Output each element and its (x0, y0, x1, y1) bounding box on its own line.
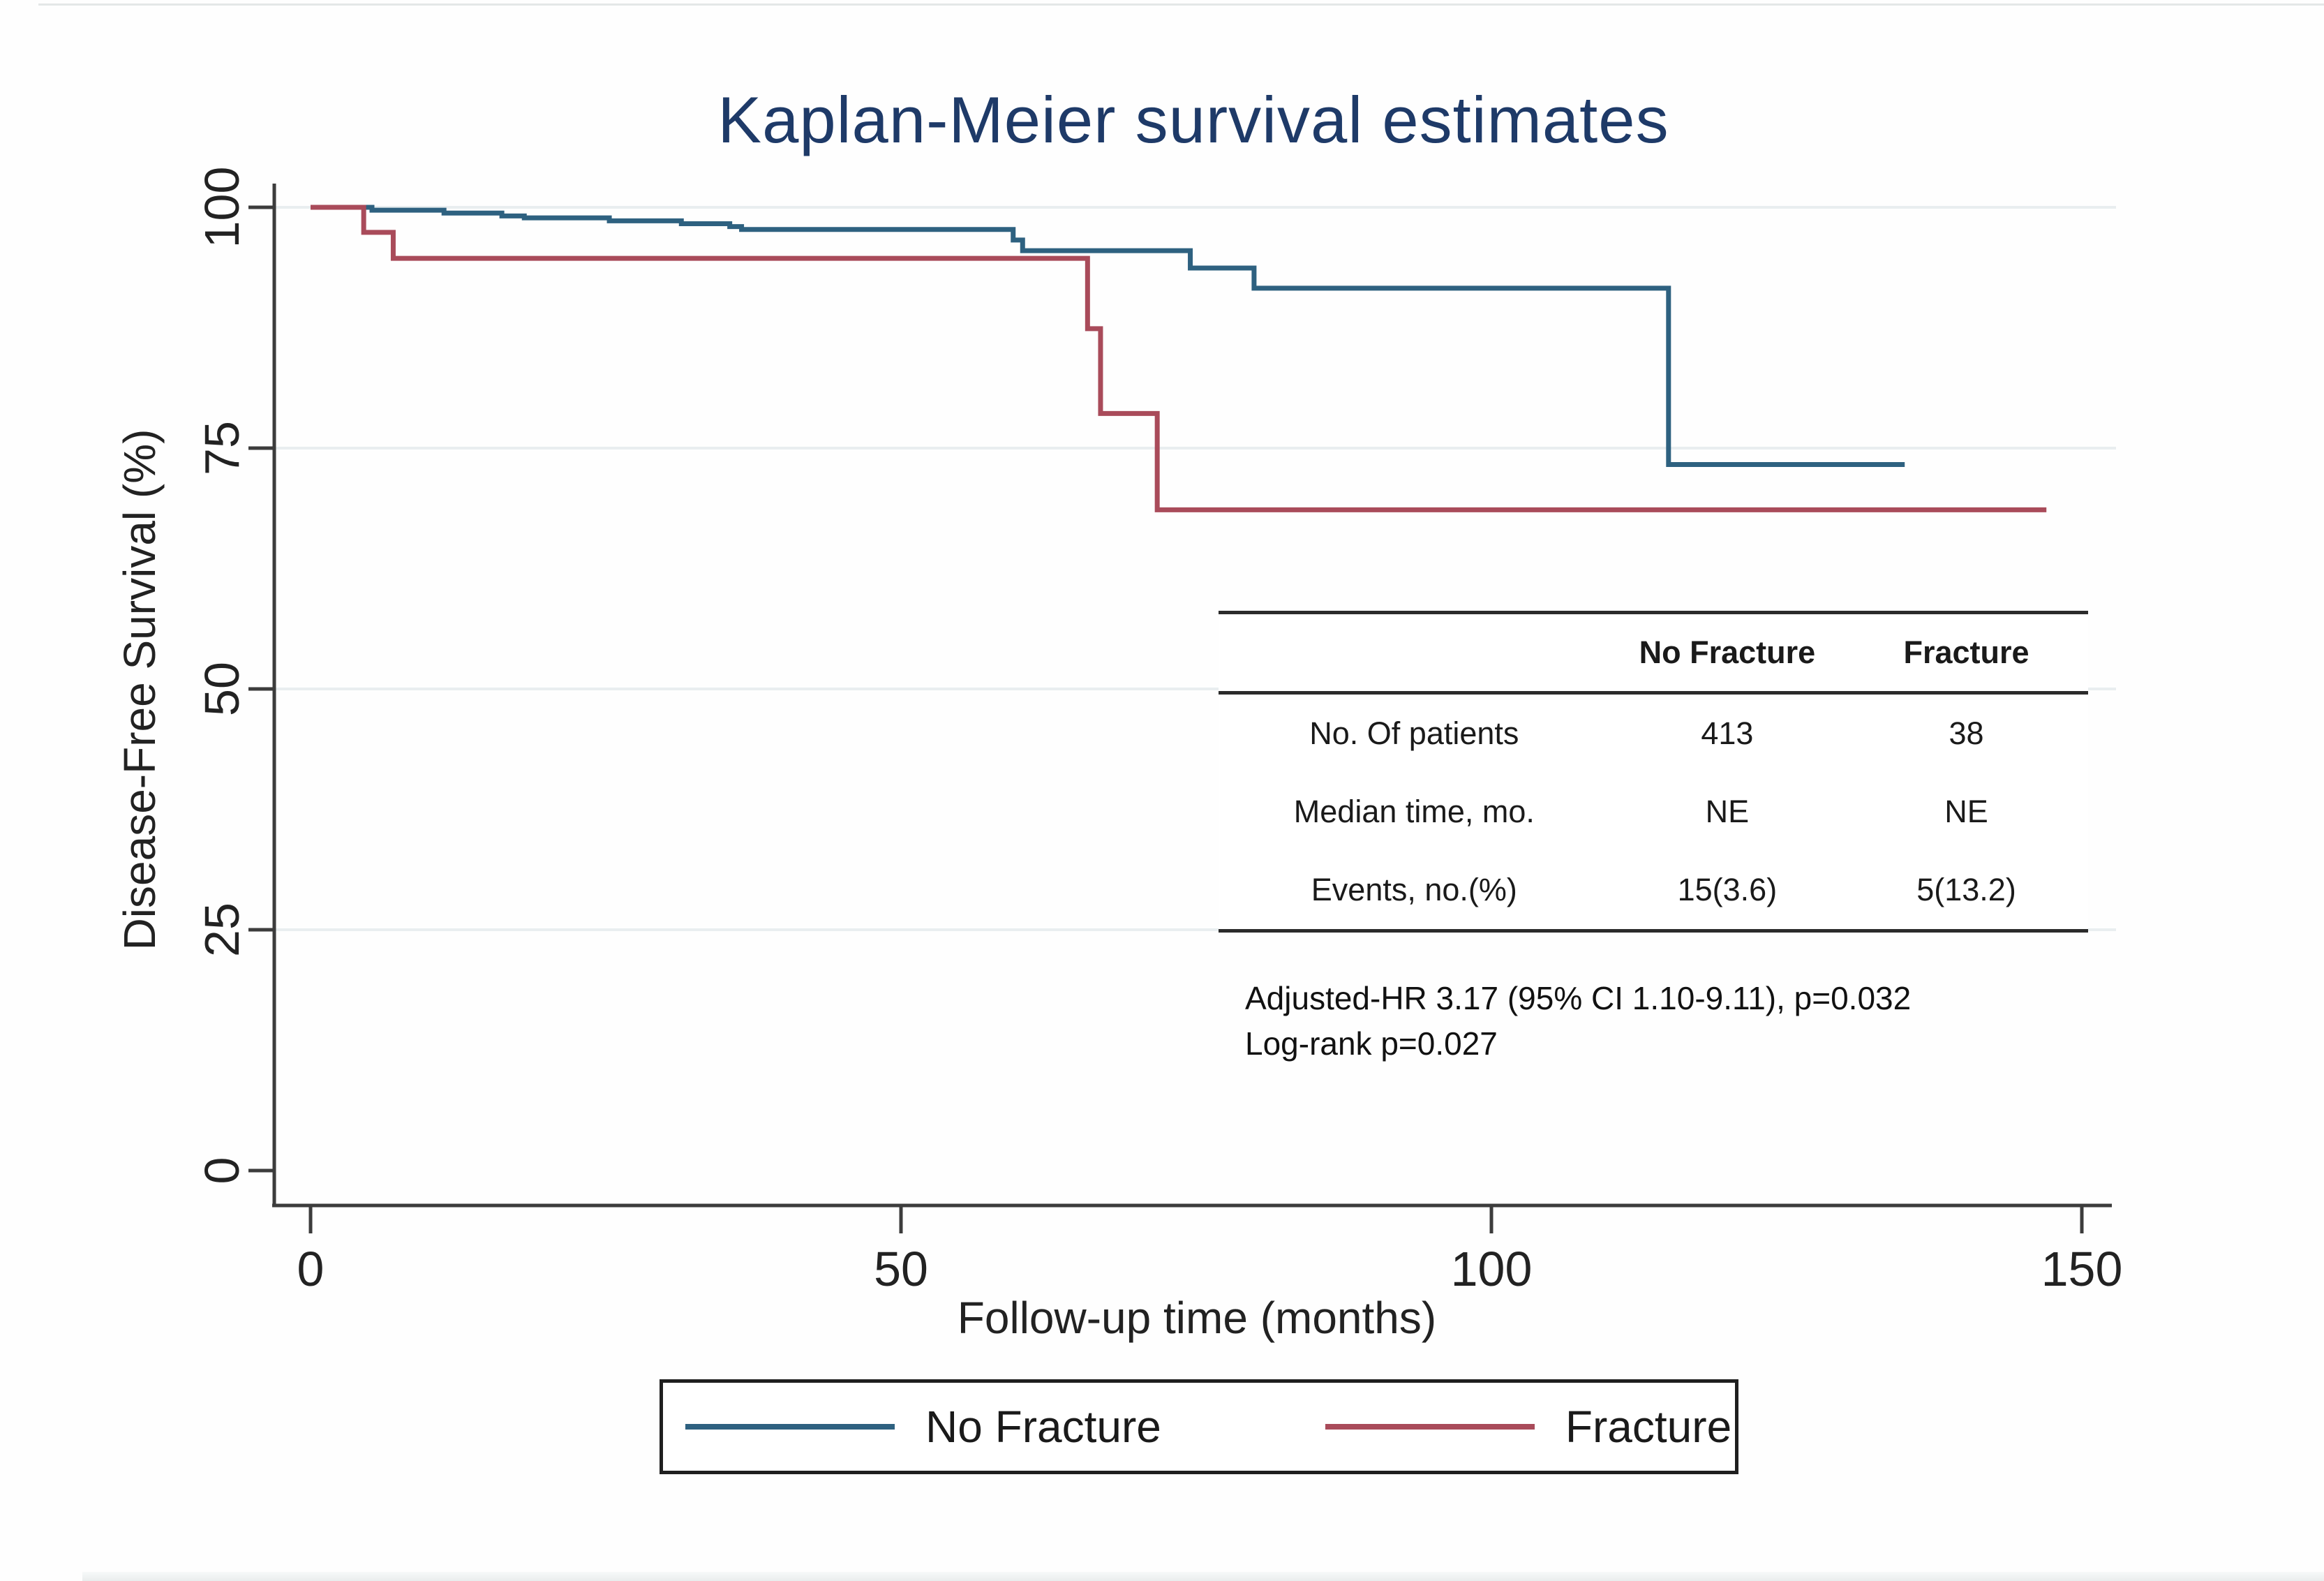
y-tick-label-75: 75 (195, 421, 249, 475)
top-hairline (38, 3, 2324, 6)
curve-fracture (311, 205, 2047, 512)
stats-line-logrank: Log-rank p=0.027 (1245, 1025, 1498, 1062)
table-value-fracture-1: NE (1944, 794, 1988, 829)
table-row-label-2: Events, no.(%) (1311, 872, 1517, 907)
table-value-fracture-2: 5(13.2) (1916, 872, 2016, 907)
legend-line-no-fracture (685, 1424, 895, 1430)
x-tick-label-100: 100 (1450, 1242, 1533, 1296)
curve-no-fracture (311, 205, 1905, 467)
x-axis-label: Follow-up time (months) (957, 1293, 1437, 1343)
y-tick-label-50: 50 (195, 662, 249, 716)
bottom-page-strip (82, 1572, 2324, 1581)
x-tick-label-150: 150 (2041, 1242, 2123, 1296)
y-axis-label: Disease-Free Survival (%) (114, 429, 165, 951)
table-value-fracture-0: 38 (1949, 715, 1984, 751)
legend-box: No Fracture Fracture (660, 1379, 1738, 1474)
table-value-no-fracture-0: 413 (1701, 715, 1754, 751)
y-tick-label-100: 100 (195, 166, 249, 248)
chart-title: Kaplan-Meier survival estimates (717, 83, 1669, 156)
summary-table: No Fracture Fracture No. Of patients 413 38 M… (1219, 611, 2088, 933)
table-row-label-0: No. Of patients (1309, 715, 1519, 751)
table-value-no-fracture-1: NE (1705, 794, 1750, 829)
table-value-no-fracture-2: 15(3.6) (1677, 872, 1778, 907)
table-header-No Fracture: No Fracture (1609, 614, 1845, 695)
table-header-Fracture: Fracture (1845, 614, 2088, 695)
y-tick-label-0: 0 (195, 1157, 249, 1185)
stats-line-hr: Adjusted-HR 3.17 (95% CI 1.10-9.11), p=0… (1245, 980, 1912, 1016)
axes (248, 184, 2112, 1233)
survival-curves (311, 205, 2047, 512)
x-tick-label-50: 50 (874, 1242, 928, 1296)
legend-line-fracture (1325, 1424, 1535, 1430)
legend-label-fracture: Fracture (1565, 1402, 1732, 1452)
table-header-blank (1219, 614, 1610, 695)
table-row-label-1: Median time, mo. (1293, 794, 1535, 829)
stats-annotation: Adjusted-HR 3.17 (95% CI 1.10-9.11), p=0… (1245, 976, 1911, 1067)
y-tick-label-25: 25 (195, 903, 249, 957)
legend-label-no-fracture: No Fracture (925, 1402, 1161, 1452)
x-tick-label-0: 0 (297, 1242, 325, 1296)
